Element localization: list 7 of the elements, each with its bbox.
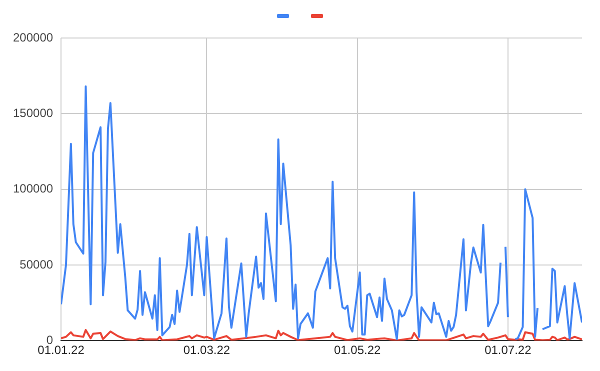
x-tick-label: 01.07.22 bbox=[484, 343, 532, 358]
x-tick-label: 01.03.22 bbox=[183, 343, 230, 358]
y-tick-label: 150000 bbox=[12, 106, 54, 120]
y-tick-label: 50000 bbox=[20, 257, 54, 272]
x-tick-label: 01.05.22 bbox=[334, 343, 381, 358]
y-tick-label: 200000 bbox=[12, 30, 54, 44]
y-tick-label: 100000 bbox=[12, 182, 54, 196]
